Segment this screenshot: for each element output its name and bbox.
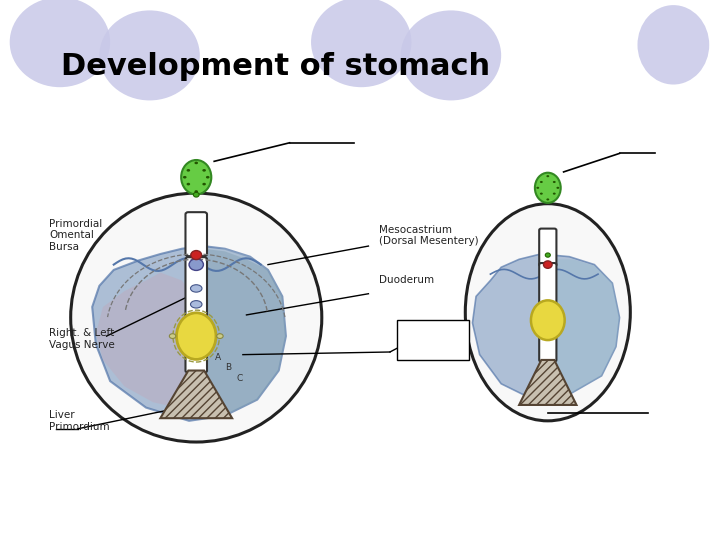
Text: B: B xyxy=(225,363,232,373)
Ellipse shape xyxy=(202,169,206,172)
FancyBboxPatch shape xyxy=(186,257,207,373)
Polygon shape xyxy=(96,273,200,410)
Ellipse shape xyxy=(183,176,186,179)
Ellipse shape xyxy=(546,175,549,177)
Ellipse shape xyxy=(186,169,190,172)
Text: C: C xyxy=(236,374,243,383)
Polygon shape xyxy=(551,259,619,394)
Ellipse shape xyxy=(536,187,539,189)
Ellipse shape xyxy=(191,251,202,260)
Text: A: A xyxy=(215,353,221,362)
Ellipse shape xyxy=(194,161,198,164)
Ellipse shape xyxy=(191,316,202,324)
Text: Duoderum: Duoderum xyxy=(379,275,434,286)
FancyBboxPatch shape xyxy=(186,212,207,256)
Ellipse shape xyxy=(9,0,110,87)
Text: Development of stomach: Development of stomach xyxy=(60,51,490,80)
Ellipse shape xyxy=(401,10,501,100)
Polygon shape xyxy=(161,370,232,418)
Ellipse shape xyxy=(194,192,199,197)
Ellipse shape xyxy=(191,301,202,308)
Text: Liver
Primordium: Liver Primordium xyxy=(49,410,109,431)
Ellipse shape xyxy=(553,193,556,195)
Ellipse shape xyxy=(194,190,198,193)
Text: Right. & Left
Vagus Nerve: Right. & Left Vagus Nerve xyxy=(49,328,115,349)
Ellipse shape xyxy=(71,193,322,442)
Polygon shape xyxy=(92,246,286,421)
Text: Ventral
Mesentery: Ventral Mesentery xyxy=(405,329,460,350)
FancyBboxPatch shape xyxy=(397,320,469,360)
Text: Mesocastrium
(Dorsal Mesentery): Mesocastrium (Dorsal Mesentery) xyxy=(379,225,479,246)
Polygon shape xyxy=(472,254,619,400)
Ellipse shape xyxy=(181,160,211,194)
Ellipse shape xyxy=(176,313,216,360)
Ellipse shape xyxy=(540,193,543,195)
Ellipse shape xyxy=(553,181,556,183)
Ellipse shape xyxy=(540,181,543,183)
Ellipse shape xyxy=(465,204,630,421)
Ellipse shape xyxy=(169,334,176,339)
FancyBboxPatch shape xyxy=(539,263,557,361)
Ellipse shape xyxy=(99,10,200,100)
Ellipse shape xyxy=(189,259,204,271)
Ellipse shape xyxy=(217,334,223,339)
Ellipse shape xyxy=(202,183,206,185)
Ellipse shape xyxy=(535,173,561,203)
Ellipse shape xyxy=(531,300,564,340)
FancyBboxPatch shape xyxy=(539,228,557,266)
Polygon shape xyxy=(200,249,286,416)
Ellipse shape xyxy=(191,285,202,292)
Ellipse shape xyxy=(311,0,412,87)
Ellipse shape xyxy=(186,183,190,185)
Ellipse shape xyxy=(206,176,210,179)
Ellipse shape xyxy=(544,261,552,268)
Polygon shape xyxy=(200,249,286,416)
Ellipse shape xyxy=(557,187,559,189)
Ellipse shape xyxy=(545,253,550,257)
Ellipse shape xyxy=(546,198,549,200)
Ellipse shape xyxy=(637,5,709,85)
Text: Primordial
Omental
Bursa: Primordial Omental Bursa xyxy=(49,219,102,252)
Polygon shape xyxy=(519,360,577,405)
